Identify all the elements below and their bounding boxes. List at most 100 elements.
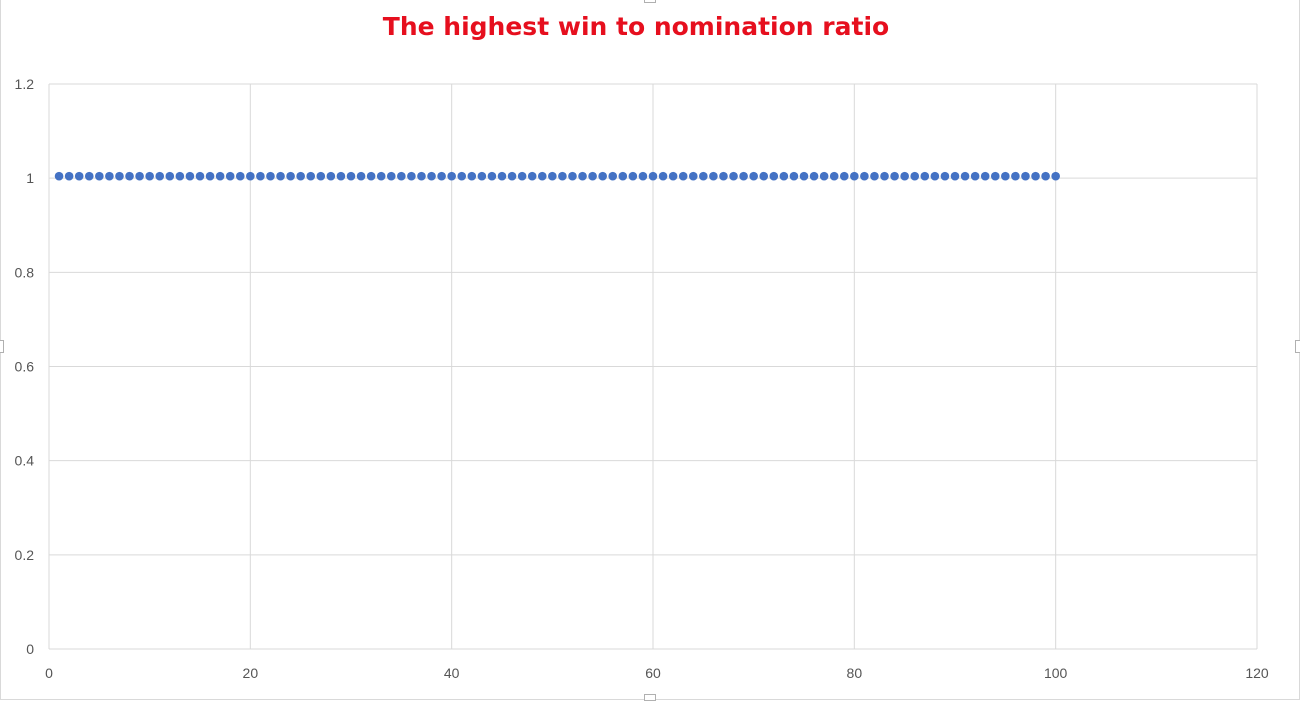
data-point xyxy=(517,171,527,181)
data-point xyxy=(407,171,416,181)
data-point xyxy=(145,171,154,181)
resize-handle-left[interactable] xyxy=(0,340,4,353)
data-point xyxy=(678,171,688,181)
data-point xyxy=(920,171,930,181)
x-tick-label: 80 xyxy=(847,665,863,681)
data-point xyxy=(809,171,819,181)
data-point xyxy=(759,171,769,181)
data-point xyxy=(709,171,718,181)
x-tick-label: 60 xyxy=(645,665,661,681)
data-point xyxy=(246,171,255,181)
data-point xyxy=(296,171,305,181)
data-point xyxy=(507,171,517,181)
data-point xyxy=(1001,171,1010,181)
data-point xyxy=(427,171,436,181)
data-point xyxy=(64,171,74,181)
data-point xyxy=(769,171,779,181)
resize-handle-right[interactable] xyxy=(1295,340,1300,353)
data-point xyxy=(628,171,638,181)
data-point xyxy=(850,171,859,181)
data-point xyxy=(115,171,124,181)
data-point xyxy=(819,171,829,181)
data-point xyxy=(95,171,104,181)
data-point xyxy=(1011,171,1020,181)
data-point xyxy=(437,171,446,181)
data-point xyxy=(1021,171,1030,181)
data-point xyxy=(155,171,165,181)
resize-handle-top[interactable] xyxy=(644,0,656,3)
data-point xyxy=(870,171,879,181)
y-tick-label: 0.2 xyxy=(15,547,35,563)
data-point xyxy=(688,171,698,181)
data-point xyxy=(497,171,507,181)
data-point xyxy=(719,171,728,181)
data-point xyxy=(326,171,336,181)
data-point xyxy=(578,171,587,181)
data-point xyxy=(568,171,577,181)
data-point xyxy=(829,171,839,181)
data-point xyxy=(658,171,668,181)
data-point xyxy=(266,171,275,181)
data-point xyxy=(225,171,235,181)
data-point xyxy=(84,171,94,181)
data-point xyxy=(880,171,889,181)
data-point xyxy=(739,171,748,181)
data-point xyxy=(386,171,396,181)
data-point xyxy=(105,171,114,181)
data-point xyxy=(900,171,909,181)
data-point xyxy=(839,171,849,181)
data-point xyxy=(175,171,185,181)
data-point xyxy=(588,171,597,181)
data-point xyxy=(890,171,899,181)
data-point xyxy=(789,171,799,181)
data-point xyxy=(990,171,1000,181)
x-tick-label: 100 xyxy=(1044,665,1068,681)
data-point xyxy=(558,171,567,181)
data-points xyxy=(54,171,1060,181)
data-point xyxy=(417,171,426,181)
data-point xyxy=(336,171,346,181)
data-point xyxy=(1031,171,1040,181)
data-point xyxy=(950,171,960,181)
data-point xyxy=(749,171,758,181)
data-point xyxy=(477,171,487,181)
data-point xyxy=(699,171,708,181)
data-point xyxy=(185,171,195,181)
data-point xyxy=(608,171,618,181)
data-point xyxy=(235,171,245,181)
data-point xyxy=(618,171,628,181)
data-point xyxy=(316,171,326,181)
data-point xyxy=(779,171,789,181)
y-tick-label: 0.8 xyxy=(15,264,35,280)
data-point xyxy=(930,171,940,181)
data-point xyxy=(346,171,356,181)
data-point xyxy=(910,171,920,181)
data-point xyxy=(638,171,648,181)
data-point xyxy=(980,171,990,181)
data-point xyxy=(376,171,386,181)
data-point xyxy=(397,171,406,181)
data-point xyxy=(306,171,316,181)
data-point xyxy=(74,171,84,181)
data-point xyxy=(729,171,738,181)
chart-title: The highest win to nomination ratio xyxy=(382,12,890,41)
y-tick-label: 0.4 xyxy=(15,453,35,469)
data-point xyxy=(648,171,658,181)
data-point xyxy=(54,171,64,181)
data-point xyxy=(487,171,497,181)
data-point xyxy=(215,171,225,181)
data-point xyxy=(366,171,376,181)
data-point xyxy=(286,171,295,181)
y-tick-label: 0.6 xyxy=(15,359,35,375)
data-point xyxy=(537,171,547,181)
y-tick-label: 1 xyxy=(26,170,34,186)
data-point xyxy=(195,171,205,181)
data-point xyxy=(1051,171,1060,181)
x-tick-label: 0 xyxy=(45,665,53,681)
axis-tick-labels: 0 0.2 0.4 0.6 0.8 1 1.2 0 20 40 60 80 100 120 xyxy=(15,76,1269,681)
data-point xyxy=(860,171,869,181)
data-point xyxy=(960,171,970,181)
data-point xyxy=(165,171,175,181)
